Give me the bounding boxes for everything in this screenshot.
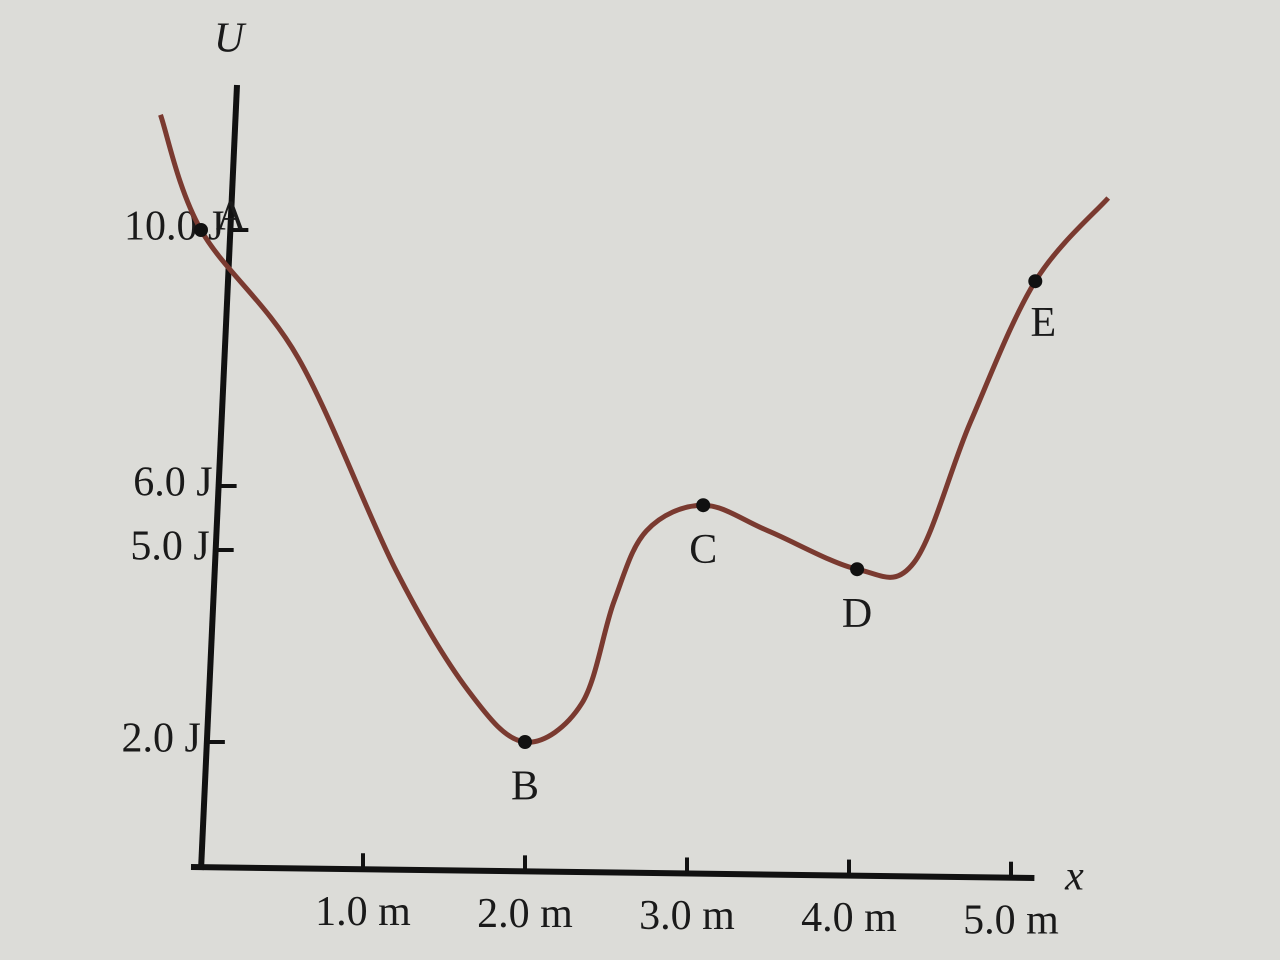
x-tick-label: 2.0 m	[477, 891, 573, 937]
point	[1028, 274, 1043, 289]
x-tick-label: 3.0 m	[639, 893, 735, 939]
point	[696, 498, 711, 513]
x-tick-label: 4.0 m	[801, 895, 897, 941]
point-label: C	[689, 527, 717, 573]
y-tick-label: 2.0 J	[122, 716, 201, 762]
point-label: E	[1030, 300, 1056, 346]
x-axis-title: x	[1064, 854, 1084, 900]
x-tick-label: 5.0 m	[963, 897, 1059, 943]
y-tick-label: 5.0 J	[130, 524, 209, 570]
curve	[158, 113, 1111, 745]
point-label: A	[216, 194, 247, 240]
x-axis	[190, 864, 1035, 881]
point	[518, 735, 532, 749]
point	[850, 562, 865, 577]
point-label: B	[511, 764, 539, 810]
y-axis-title: U	[214, 16, 247, 62]
y-tick-label: 6.0 J	[133, 460, 212, 506]
x-tick-label: 1.0 m	[315, 889, 411, 935]
point	[194, 223, 208, 237]
y-axis	[198, 84, 240, 871]
point-label: D	[842, 591, 872, 637]
